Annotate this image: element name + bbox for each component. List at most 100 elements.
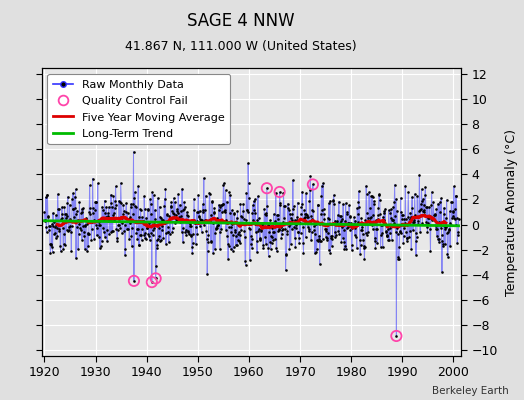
Point: [403, 214, 412, 220]
Point: [293, 214, 301, 220]
Point: [253, 249, 261, 255]
Point: [403, 235, 411, 241]
Point: [223, 241, 232, 247]
Point: [125, 220, 134, 226]
Point: [337, 213, 345, 219]
Point: [422, 219, 430, 226]
Point: [212, 226, 220, 232]
Point: [408, 205, 416, 211]
Point: [113, 234, 121, 241]
Point: [312, 221, 320, 228]
Point: [386, 230, 394, 236]
Point: [414, 221, 422, 227]
Point: [45, 222, 53, 229]
Point: [166, 231, 174, 238]
Point: [303, 214, 311, 220]
Point: [318, 183, 326, 189]
Point: [402, 229, 410, 236]
Point: [199, 201, 207, 207]
Point: [451, 206, 459, 213]
Point: [146, 237, 154, 244]
Point: [169, 225, 177, 231]
Point: [269, 236, 277, 243]
Point: [223, 198, 231, 205]
Point: [403, 235, 412, 241]
Point: [153, 237, 161, 244]
Point: [446, 243, 454, 249]
Point: [443, 229, 451, 236]
Point: [274, 211, 282, 218]
Point: [230, 244, 238, 250]
Point: [357, 227, 365, 234]
Point: [344, 219, 353, 226]
Point: [80, 229, 88, 235]
Point: [84, 243, 93, 249]
Point: [450, 183, 458, 190]
Point: [273, 212, 281, 218]
Point: [208, 199, 216, 205]
Point: [151, 275, 160, 282]
Point: [189, 240, 197, 246]
Point: [93, 224, 102, 231]
Point: [417, 201, 425, 207]
Point: [436, 225, 445, 231]
Point: [46, 250, 54, 256]
Point: [406, 216, 414, 222]
Point: [47, 242, 56, 248]
Point: [431, 212, 439, 218]
Point: [385, 225, 394, 232]
Point: [146, 201, 155, 207]
Point: [263, 185, 271, 192]
Point: [432, 206, 441, 212]
Point: [109, 212, 117, 218]
Point: [110, 193, 118, 199]
Point: [57, 211, 66, 218]
Point: [197, 217, 205, 224]
Point: [284, 205, 292, 211]
Point: [101, 198, 109, 204]
Point: [301, 211, 309, 217]
Point: [158, 227, 167, 233]
Point: [219, 201, 227, 207]
Point: [328, 232, 336, 239]
Point: [438, 238, 446, 244]
Point: [57, 216, 66, 223]
Point: [286, 221, 294, 228]
Point: [245, 194, 253, 201]
Point: [256, 236, 265, 242]
Point: [231, 229, 239, 235]
Point: [226, 192, 234, 198]
Point: [416, 228, 424, 235]
Point: [441, 241, 449, 248]
Point: [166, 215, 174, 222]
Point: [366, 220, 375, 227]
Point: [200, 222, 209, 228]
Point: [426, 247, 434, 254]
Point: [170, 214, 179, 220]
Point: [331, 217, 340, 224]
Point: [134, 183, 143, 189]
Point: [203, 271, 211, 278]
Point: [46, 241, 54, 247]
Point: [238, 214, 246, 220]
Point: [439, 243, 447, 250]
Point: [220, 180, 228, 187]
Point: [354, 218, 362, 225]
Point: [243, 207, 252, 214]
Point: [303, 224, 312, 230]
Point: [239, 216, 248, 222]
Point: [107, 192, 115, 198]
Point: [289, 203, 298, 210]
Point: [204, 232, 213, 239]
Point: [427, 202, 435, 208]
Point: [412, 252, 420, 258]
Point: [116, 225, 125, 232]
Point: [412, 234, 421, 240]
Point: [355, 188, 363, 195]
Point: [401, 220, 409, 226]
Point: [162, 230, 170, 236]
Point: [316, 237, 324, 244]
Point: [329, 198, 337, 204]
Point: [179, 207, 188, 214]
Point: [136, 232, 144, 238]
